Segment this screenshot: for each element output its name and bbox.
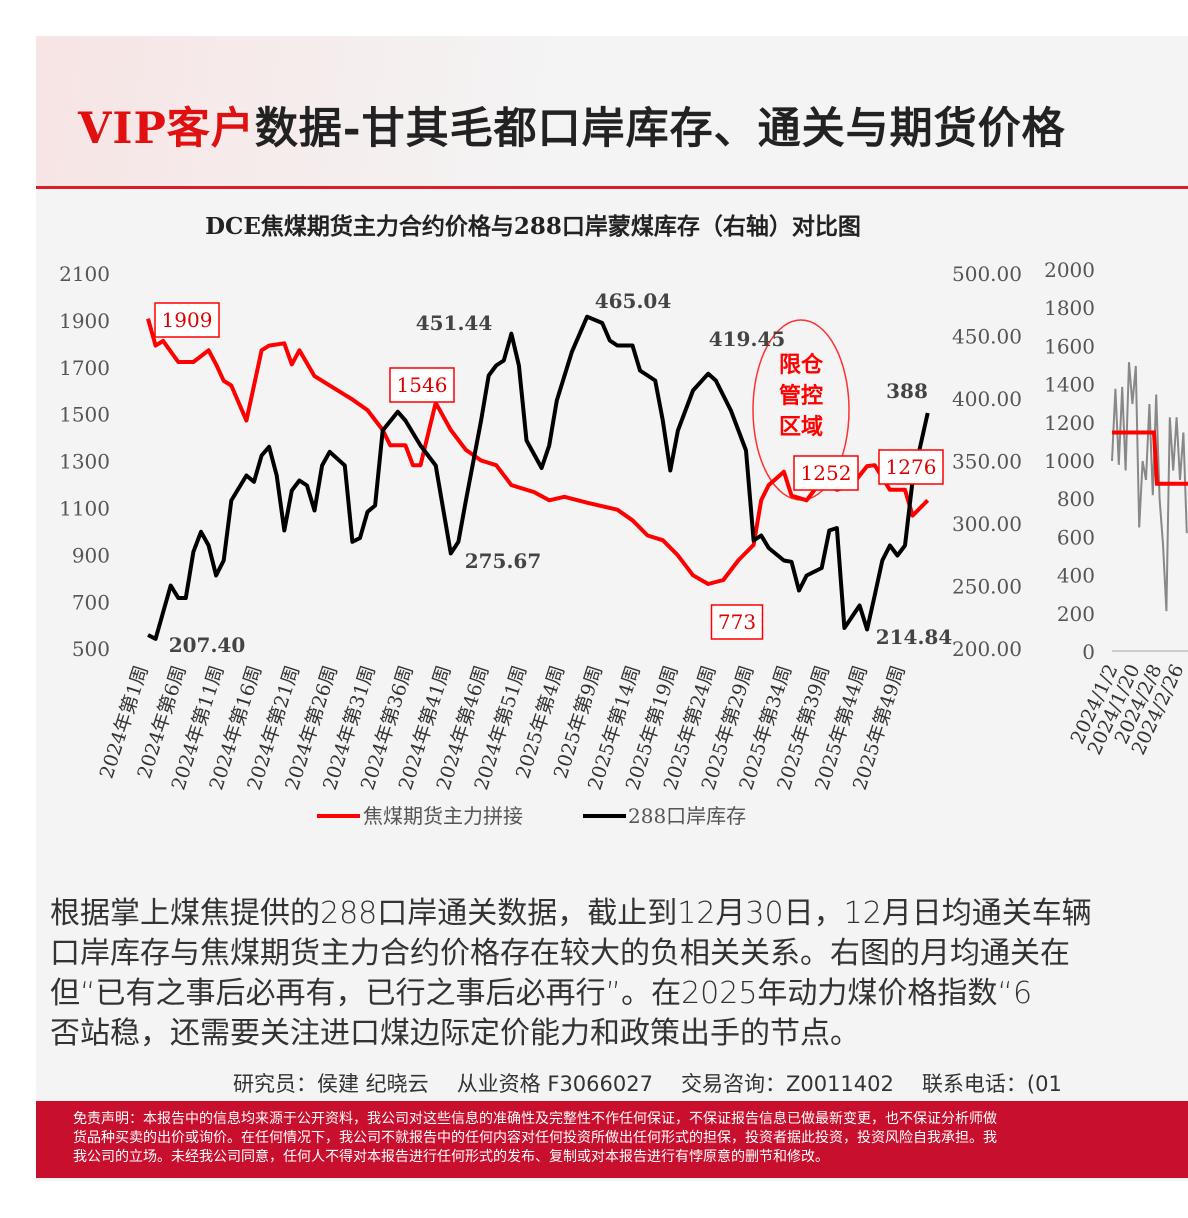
right-tick-label: 250.00: [952, 575, 1022, 599]
phone: 联系电话：(01: [921, 1072, 1062, 1096]
title-divider: [36, 186, 1188, 189]
left-tick-label: 900: [72, 543, 110, 567]
right-tick-label: 400.00: [952, 387, 1022, 411]
chart-title: DCE焦煤期货主力合约价格与288口岸蒙煤库存（右轴）对比图: [205, 213, 861, 240]
left-tick-label: 1900: [59, 309, 110, 333]
left-tick-label: 1500: [59, 403, 110, 427]
page-title: VIP客户数据-甘其毛都口岸库存、通关与期货价格: [78, 94, 1066, 156]
data-label-box: [793, 455, 859, 491]
right-tick-label: 350.00: [952, 450, 1022, 474]
right-chart-tick-label: 200: [1057, 602, 1095, 626]
left-tick-label: 700: [72, 590, 110, 614]
inventory-data-label: 207.40: [169, 633, 246, 657]
right-tick-label: 500.00: [952, 262, 1022, 286]
right-tick-label: 200.00: [952, 637, 1022, 661]
title-vip: VIP客户: [78, 104, 255, 154]
right-chart-tick-label: 2000: [1044, 258, 1095, 282]
series-line-price: [146, 318, 930, 586]
legend-label: 288口岸库存: [628, 804, 746, 828]
price-data-label: 1909: [162, 308, 213, 332]
data-label-box: [389, 367, 455, 403]
legend-label: 焦煤期货主力拼接: [363, 804, 523, 828]
left-tick-label: 500: [72, 637, 110, 661]
right-tick-label: 300.00: [952, 512, 1022, 536]
title-rest: 数据-甘其毛都口岸库存、通关与期货价格: [254, 104, 1066, 154]
right-chart-tick-label: 1800: [1044, 296, 1095, 320]
left-tick-label: 1300: [59, 450, 110, 474]
right-chart-tick-label: 800: [1057, 487, 1095, 511]
chart: DCE焦煤期货主力合约价格与288口岸蒙煤库存（右轴）对比图 2100 1900 17…: [59, 213, 1188, 828]
researcher-info: 研究员：侯建 纪晓云 从业资格 F3066027 交易咨询：Z0011402 联系电话…: [233, 1068, 1090, 1098]
right-chart-daily-line: [1111, 362, 1188, 612]
left-tick-label: 2100: [59, 262, 110, 286]
inventory-data-label: 214.84: [876, 625, 953, 649]
license: 从业资格 F3066027: [456, 1072, 653, 1096]
right-chart-tick-label: 1200: [1044, 411, 1095, 435]
region-label: 区域: [779, 414, 823, 440]
consult: 交易咨询：Z0011402: [680, 1072, 894, 1096]
right-chart-tick-label: 400: [1057, 564, 1095, 588]
region-label: 限仓: [779, 352, 824, 378]
disclaimer-line: 货品种买卖的出价或询价。在任何情况下，我公司不就报告中的任何内容对任何投资所做出…: [73, 1130, 997, 1146]
region-label: 管控: [779, 383, 823, 409]
body-line: 根据掌上煤焦提供的288口岸通关数据，截止到12月30日，12月日均通关车辆: [50, 896, 1092, 931]
right-chart-tick-label: 1400: [1044, 373, 1095, 397]
inventory-data-label: 465.04: [595, 289, 672, 313]
left-tick-label: 1100: [59, 497, 110, 521]
inventory-data-label: 419.45: [709, 327, 786, 351]
header-banner: [36, 36, 1188, 186]
right-tick-label: 450.00: [952, 325, 1022, 349]
price-data-label: 1546: [397, 373, 448, 397]
series-line-inventory: [147, 314, 930, 641]
disclaimer-line: 免责声明：本报告中的信息均来源于公开资料，我公司对这些信息的准确性及完整性不作任…: [73, 1111, 997, 1127]
price-data-label: 1276: [886, 455, 937, 479]
inventory-data-label: 451.44: [416, 311, 493, 335]
right-chart-avg-line: [1112, 430, 1188, 486]
right-chart-tick-label: 1000: [1044, 449, 1095, 473]
left-tick-label: 1700: [59, 356, 110, 380]
researcher: 研究员：侯建 纪晓云: [233, 1072, 429, 1096]
right-chart-tick-label: 600: [1057, 525, 1095, 549]
body-line: 但“已有之事后必再有，已行之事后必再行”。在2025年动力煤价格指数“6: [50, 976, 1033, 1011]
data-label-box: [154, 302, 220, 338]
right-chart-tick-label: 1600: [1044, 334, 1095, 358]
body-line: 口岸库存与焦煤期货主力合约价格存在较大的负相关关系。右图的月均通关在: [50, 936, 1070, 971]
inventory-data-label: 388: [886, 379, 928, 403]
slide: VIP客户数据-甘其毛都口岸库存、通关与期货价格: [36, 36, 1188, 1181]
disclaimer-line: 我公司的立场。未经我公司同意，任何人不得对本报告进行任何形式的发布、复制或对本报…: [73, 1149, 829, 1165]
data-label-box: [878, 449, 944, 485]
inventory-data-label: 275.67: [465, 549, 542, 573]
data-label-box: [710, 604, 764, 640]
body-line: 否站稳，还需要关注进口煤边际定价能力和政策出手的节点。: [50, 1016, 860, 1051]
price-data-label: 1252: [801, 461, 852, 485]
right-chart-tick-label: 0: [1082, 640, 1095, 664]
disclaimer: 免责声明：本报告中的信息均来源于公开资料，我公司对这些信息的准确性及完整性不作任…: [36, 1101, 1188, 1178]
price-data-label: 773: [718, 610, 756, 634]
